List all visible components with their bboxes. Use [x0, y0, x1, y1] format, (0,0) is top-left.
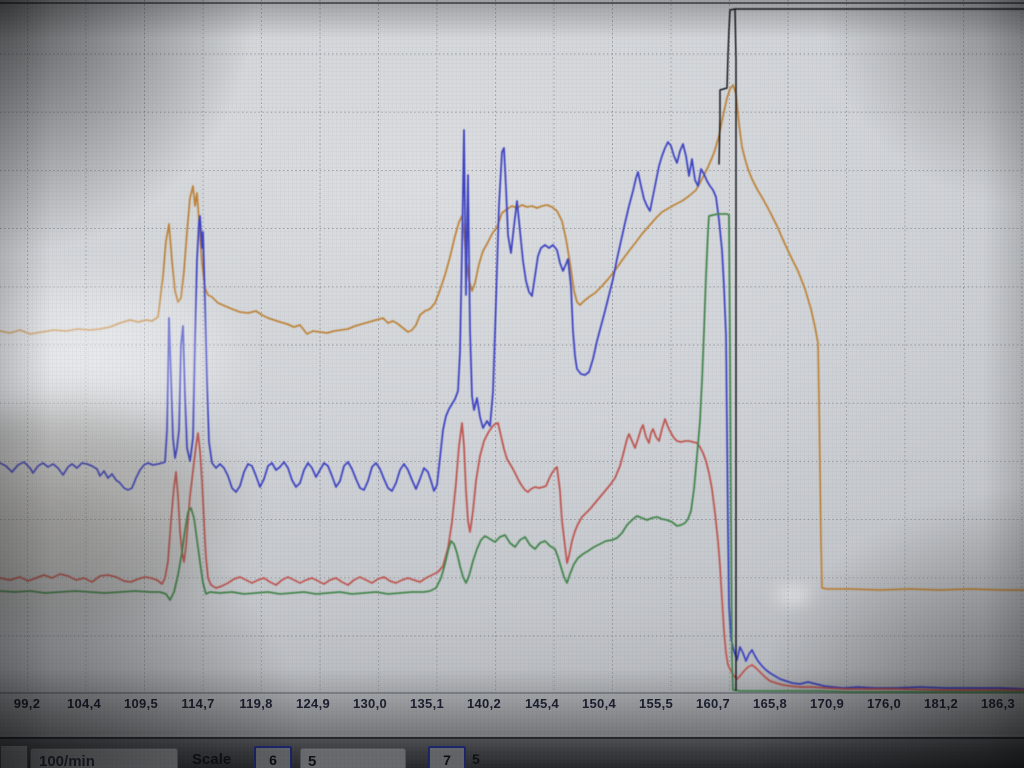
x-tick-label: 119,8 — [239, 696, 273, 711]
x-tick-label: 176,0 — [866, 696, 902, 711]
toolbar-extra-glyph: 5 — [472, 751, 480, 767]
x-tick-label: 145,4 — [524, 696, 560, 711]
x-tick-label: 135,1 — [409, 696, 445, 711]
x-tick-label: 114,7 — [181, 696, 215, 711]
scale-value-field[interactable]: 5 — [300, 748, 406, 768]
scale-label: Scale — [192, 751, 232, 768]
x-tick-label: 130,0 — [352, 696, 388, 711]
series-red — [0, 418, 1024, 691]
x-tick-label: 181,2 — [923, 696, 959, 711]
x-tick-label: 155,5 — [638, 696, 674, 711]
scale-value: 5 — [308, 753, 317, 768]
x-tick-label: 170,9 — [809, 696, 845, 711]
series-blue — [0, 129, 1024, 690]
x-tick-label: 165,8 — [752, 696, 788, 711]
trend-chart[interactable] — [0, 0, 1024, 740]
x-tick-label: 104,4 — [66, 696, 102, 711]
series-orange — [0, 84, 1024, 591]
toolbar-corner-chip[interactable] — [0, 745, 28, 768]
x-tick-label: 140,2 — [466, 696, 502, 711]
x-tick-label: 99,2 — [13, 696, 41, 711]
rate-label: 100/min — [39, 753, 95, 768]
x-tick-label: 186,3 — [980, 696, 1016, 711]
scale-up-button[interactable]: 7 — [428, 746, 466, 768]
series-green — [0, 213, 1024, 693]
x-tick-label: 124,9 — [295, 696, 331, 711]
chart-series — [0, 8, 1024, 693]
x-tick-label: 150,4 — [581, 696, 617, 711]
x-tick-label: 109,5 — [123, 696, 159, 711]
rate-field[interactable]: 100/min — [30, 748, 178, 768]
x-tick-label: 160,7 — [695, 696, 731, 711]
toolbar-separator-highlight — [0, 735, 1024, 736]
chart-plot[interactable] — [0, 0, 1024, 740]
bottom-toolbar: 100/min Scale 6 5 7 5 — [0, 739, 1024, 768]
x-axis-tick-labels: 99,2 104,4 109,5 114,7 119,8 124,9 130,0 135,1 1… — [0, 696, 1024, 714]
scale-down-button[interactable]: 6 — [254, 746, 292, 768]
